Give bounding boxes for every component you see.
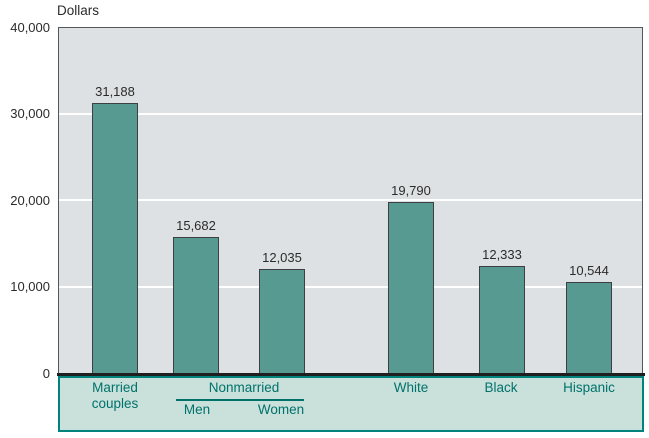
y-tick-label: 10,000 <box>10 279 50 294</box>
bar-value-label-married-couples: 31,188 <box>95 84 135 99</box>
x-label-women: Women <box>257 402 305 417</box>
y-axis-unit-label: Dollars <box>57 3 100 18</box>
bar-value-label-black: 12,333 <box>482 247 522 262</box>
x-label-nonmarried-group: Nonmarried <box>208 380 280 395</box>
bar-value-label-hispanic: 10,544 <box>569 263 609 278</box>
bar-value-label-nonmarried-women: 12,035 <box>262 250 302 265</box>
gridline-30,000 <box>59 112 642 115</box>
x-label-black: Black <box>484 380 518 395</box>
bar-black <box>479 266 525 373</box>
x-label-hispanic: Hispanic <box>563 380 615 395</box>
x-label-men: Men <box>183 402 211 417</box>
x-label-married-line2: couples <box>91 396 139 411</box>
gridline-20,000 <box>59 199 642 201</box>
gridline-10,000 <box>59 285 642 288</box>
y-tick-label: 0 <box>42 365 50 381</box>
nonmarried-group-underline <box>176 399 304 401</box>
bar-married-couples <box>92 103 138 373</box>
y-tick-label: 40,000 <box>10 19 50 35</box>
bar-white <box>388 202 434 373</box>
y-tick-label: 20,000 <box>10 192 50 208</box>
bar-nonmarried-women <box>259 269 305 373</box>
y-tick-label: 30,000 <box>10 106 50 121</box>
x-label-married-line1: Married <box>92 380 138 395</box>
x-label-white: White <box>393 380 429 395</box>
bar-value-label-white: 19,790 <box>391 183 431 198</box>
x-axis-label-panel <box>58 376 644 432</box>
bar-hispanic <box>566 282 612 373</box>
bar-nonmarried-men <box>173 237 219 373</box>
bar-value-label-nonmarried-men: 15,682 <box>176 218 216 233</box>
x-label-married-couples: Married couples <box>92 380 139 412</box>
x-axis-line <box>57 373 645 376</box>
